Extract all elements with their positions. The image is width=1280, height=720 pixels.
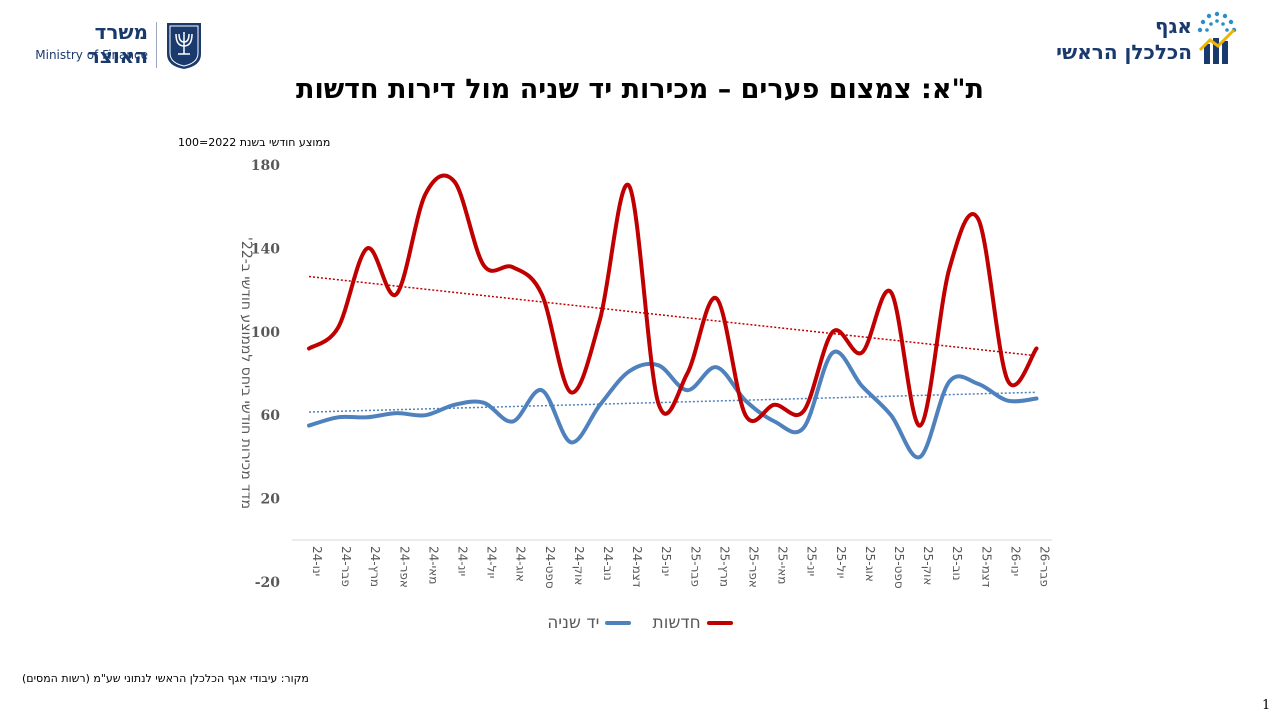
legend-label-secondhand: יד שניה [547,613,600,633]
x-tick-label: אוק-24 [572,546,586,585]
x-tick-label: פבר-25 [688,546,702,587]
ministry-of-finance-logo: משרד האוצר Ministry of Finance [30,18,210,72]
ministry-english-name: Ministry of Finance [35,48,148,62]
x-tick-label: יונ-25 [805,546,819,576]
logo-divider [156,22,157,68]
legend-swatch-secondhand [605,621,632,625]
x-tick-label: מרץ-24 [368,546,382,587]
series-line-new [307,173,1039,428]
trendline-new [308,275,1037,357]
x-tick-label: אפר-24 [397,546,411,588]
legend-item-secondhand: יד שניה [547,613,632,633]
y-tick-label: 20 [261,492,281,508]
chief-economist-line2: הכלכלן הראשי [1056,40,1192,64]
x-tick-label: אפר-25 [747,546,761,588]
trendline-secondhand [308,391,1037,413]
x-tick-label: אוג-24 [514,546,528,582]
x-tick-label: ינו-25 [659,546,673,576]
y-axis-label: מדד מכירות חודשי ביחס לממוצע חודשי ב-22' [238,237,254,509]
series-line-secondhand [307,349,1039,460]
x-tick-label: ינו-24 [310,546,324,576]
x-tick-label: מרץ-25 [717,546,731,587]
y-tick-label: 180 [251,158,280,174]
y-tick-label: 140 [251,241,280,257]
chief-economist-logo: אגף הכלכלן הראשי [1056,10,1250,70]
legend-item-new: חדשות [653,613,733,633]
y-tick-label: -20 [255,575,281,591]
page-title: ת"א: צמצום פערים – מכירות יד שניה מול די… [296,74,984,105]
legend: יד שניה חדשות [0,610,1280,633]
ministry-hebrew-name: משרד האוצר [87,20,148,68]
chief-economist-line1: אגף [1155,14,1192,38]
x-tick-label: דצמ-25 [979,546,993,588]
x-tick-label: מאי-24 [426,546,440,584]
x-tick-label: ספט-25 [892,546,906,589]
x-tick-label: נוב-24 [601,546,615,581]
state-emblem-icon [167,23,201,69]
chief-economist-mark-icon [1197,11,1237,64]
unit-note: ממוצע חודשי בשנת 2022=100 [178,136,331,149]
y-tick-label: 100 [251,325,280,341]
x-tick-label: יונ-24 [456,546,470,576]
x-tick-label: דצמ-24 [630,546,644,588]
x-tick-label: פבר-26 [1038,546,1052,587]
x-tick-label: יול-24 [485,546,499,578]
legend-label-new: חדשות [652,613,701,633]
x-tick-label: פבר-24 [339,546,353,587]
x-tick-label: אוק-25 [921,546,935,585]
source-note: מקור: עיבודי אגף הכלכלן הראשי לנתוני שע"… [22,672,309,685]
y-tick-label: 60 [261,408,281,424]
page-number: 1 [1262,698,1271,713]
x-tick-label: ספט-24 [543,546,557,589]
x-tick-label: אוג-25 [863,546,877,582]
x-tick-label: יול-25 [834,546,848,578]
x-tick-label: נוב-25 [950,546,964,581]
x-tick-label: ינו-26 [1008,546,1022,576]
legend-swatch-new [706,621,733,625]
x-tick-label: מאי-25 [776,546,790,584]
